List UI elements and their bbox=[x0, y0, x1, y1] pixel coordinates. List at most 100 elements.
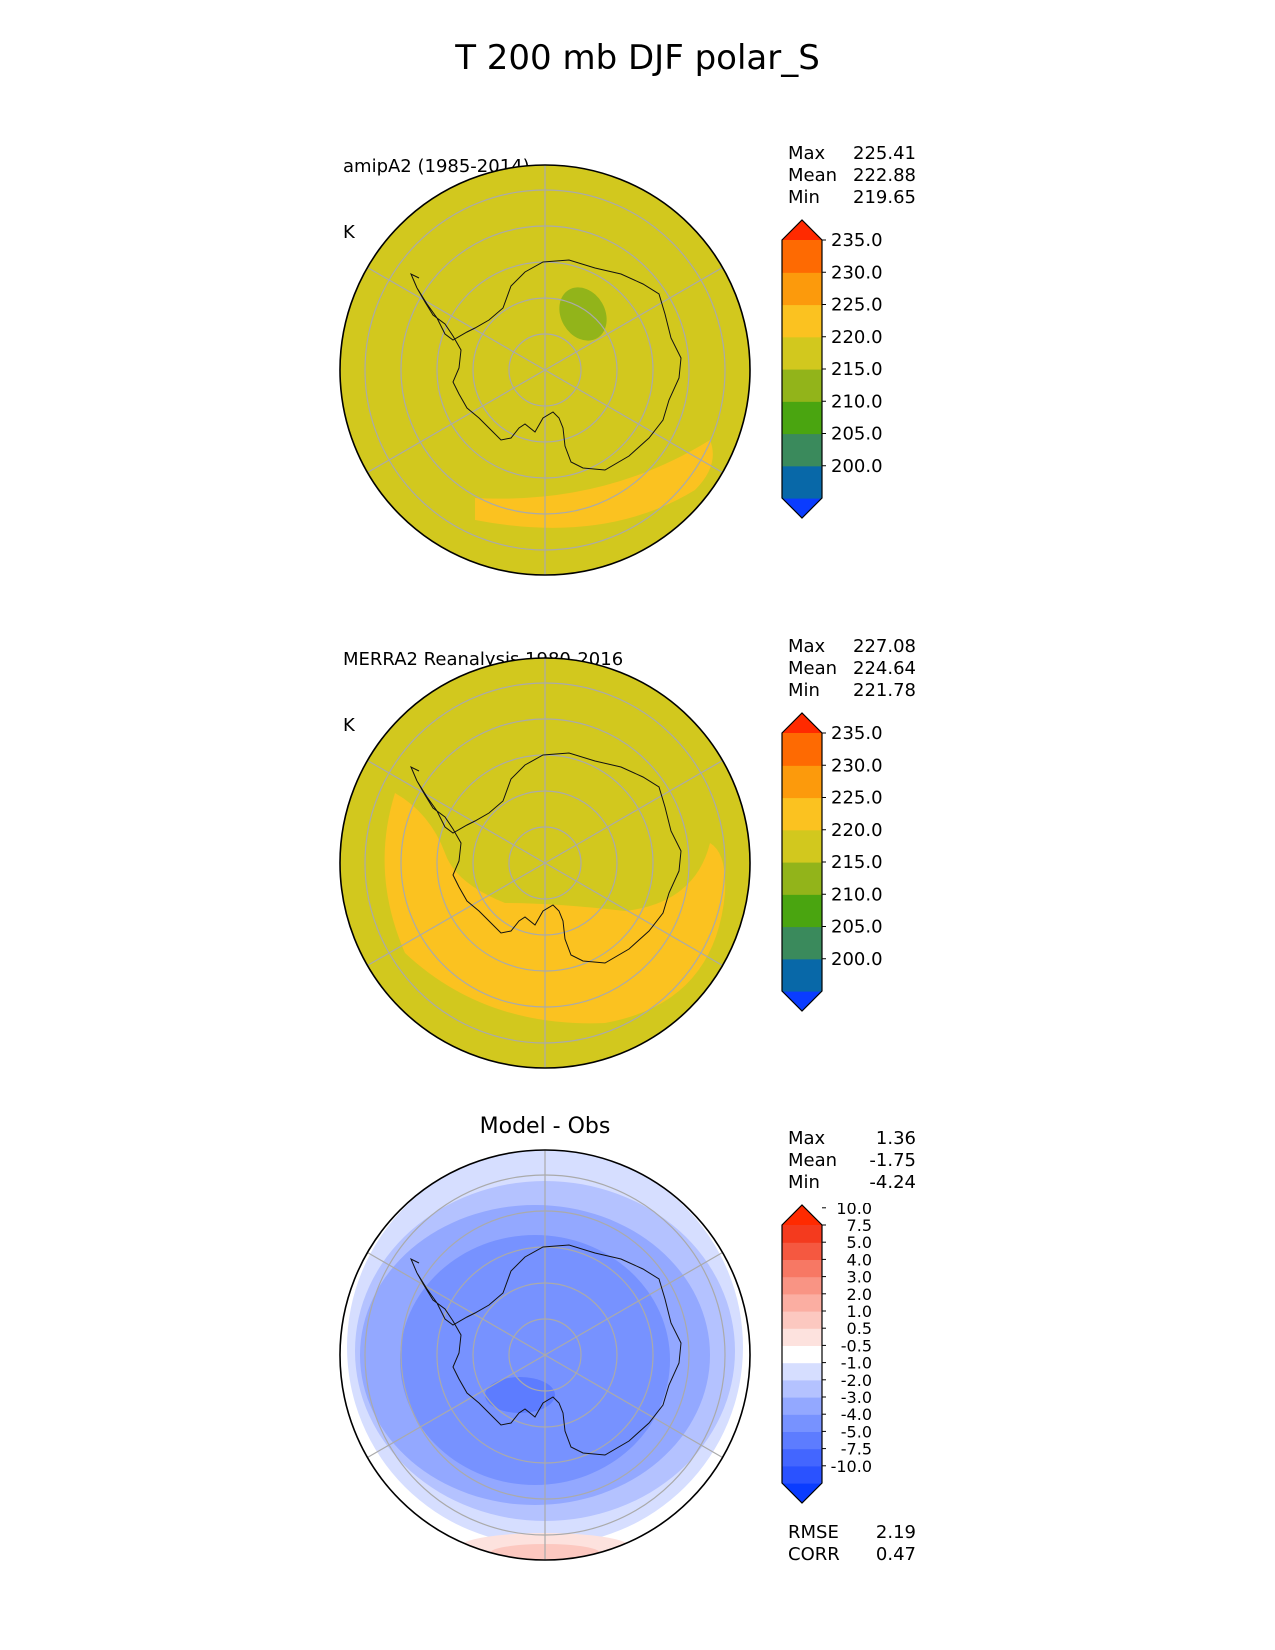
colorbar-tick-label: -0.5 bbox=[841, 1336, 872, 1355]
meridian-line bbox=[544, 1354, 577, 1374]
colorbar-extension-min bbox=[782, 991, 822, 1011]
panel-2-stats: Max 227.08 Mean 224.64 Min 221.78 bbox=[788, 636, 916, 702]
colorbar-bin bbox=[782, 1225, 822, 1243]
colorbar-bin bbox=[782, 1431, 822, 1450]
meridian-line bbox=[544, 1336, 577, 1356]
stat-value: -1.75 bbox=[869, 1150, 916, 1171]
meridian-line bbox=[544, 369, 577, 389]
colorbar-bin bbox=[782, 1379, 822, 1398]
colorbar-bin bbox=[782, 401, 822, 435]
colorbar-outline bbox=[781, 219, 823, 519]
colorbar-tick-label: 2.0 bbox=[847, 1285, 872, 1304]
colorbar-bin bbox=[782, 1362, 822, 1381]
colorbar-bin bbox=[782, 465, 822, 499]
colorbar-extension-min bbox=[782, 498, 822, 518]
warm-band-region bbox=[384, 793, 726, 1024]
panel-1-polar-map bbox=[339, 164, 751, 576]
colorbar-bin bbox=[782, 829, 822, 863]
colorbar-bin bbox=[782, 1311, 822, 1329]
meridian-line bbox=[513, 369, 546, 389]
colorbar-tick-label: 4.0 bbox=[847, 1250, 872, 1269]
colorbar-bin bbox=[782, 336, 822, 370]
contour-minus-4 bbox=[485, 1377, 555, 1413]
colorbar-extension-min bbox=[782, 1483, 822, 1503]
stat-label: Min bbox=[788, 1172, 820, 1193]
colorbar-tick-label: 200.0 bbox=[831, 456, 883, 477]
antarctica-coastline bbox=[416, 752, 682, 964]
colorbar-tick-label: 3.0 bbox=[847, 1268, 872, 1287]
colorbar-tick-label: -3.0 bbox=[841, 1388, 872, 1407]
stat-label: Mean bbox=[788, 165, 838, 186]
panel-2-colorbar: 200.0 205.0 210.0 215.0 220.0 225.0 230.0 235.0… bbox=[781, 711, 883, 1012]
colorbar-tick-label: 7.5 bbox=[847, 1216, 872, 1235]
colorbar-bin bbox=[782, 926, 822, 960]
meridian-line bbox=[513, 1354, 546, 1374]
colorbar-tick-label: -4.0 bbox=[841, 1405, 872, 1424]
meridian-line bbox=[513, 1336, 546, 1356]
panel-1-stats: Max 225.41 Mean 222.88 Min 219.65 bbox=[788, 143, 916, 209]
meridian-line bbox=[367, 759, 515, 846]
colorbar-tick-label: 0.5 bbox=[847, 1319, 872, 1338]
colorbar-tick-label: -2.0 bbox=[841, 1371, 872, 1390]
stat-value: 224.64 bbox=[853, 658, 916, 679]
meridian-line bbox=[544, 862, 577, 882]
meridian-line bbox=[575, 387, 723, 474]
colorbar-bin bbox=[782, 765, 822, 799]
meridian-line bbox=[575, 759, 723, 846]
map-boundary bbox=[339, 657, 751, 1069]
map-field bbox=[340, 658, 750, 1068]
stat-label: Min bbox=[788, 187, 820, 208]
colorbar-tick-label: 200.0 bbox=[831, 949, 883, 970]
meridian-line bbox=[513, 351, 546, 371]
meridian-line bbox=[575, 266, 723, 353]
stat-value: 222.88 bbox=[853, 165, 916, 186]
stat-label: Mean bbox=[788, 1150, 838, 1171]
colorbar-bin bbox=[782, 304, 822, 338]
panel-3-stats: Max 1.36 Mean -1.75 Min -4.24 bbox=[788, 1128, 916, 1194]
stat-label: Max bbox=[788, 636, 826, 657]
meridian-line bbox=[367, 1251, 515, 1338]
stat-value: 225.41 bbox=[853, 143, 916, 164]
meridian-line bbox=[513, 844, 546, 864]
meridian-line bbox=[367, 880, 515, 967]
meridian-line bbox=[575, 880, 723, 967]
colorbar-outline bbox=[781, 712, 823, 1012]
colorbar-bin bbox=[782, 1276, 822, 1295]
stat-label: Max bbox=[788, 1128, 826, 1149]
colorbar-tick-label: 215.0 bbox=[831, 359, 883, 380]
stat-value: -4.24 bbox=[869, 1172, 916, 1193]
meridian-line bbox=[513, 862, 546, 882]
colorbar-extension-max bbox=[782, 1205, 822, 1225]
colorbar-tick-label: 5.0 bbox=[847, 1233, 872, 1252]
meridian-line bbox=[544, 844, 577, 864]
meridian-line bbox=[367, 387, 515, 474]
stat-value: 219.65 bbox=[853, 187, 916, 208]
colorbar-bin bbox=[782, 1259, 822, 1278]
antarctica-coastline bbox=[416, 259, 682, 471]
map-field bbox=[340, 165, 750, 575]
colorbar-tick-label: 235.0 bbox=[831, 230, 883, 251]
colorbar-tick-label: -10.0 bbox=[831, 1457, 872, 1476]
peninsula-coastline bbox=[410, 272, 420, 289]
panel-1-units: K bbox=[343, 222, 355, 243]
meridian-line bbox=[367, 1372, 515, 1459]
stat-label: Max bbox=[788, 143, 826, 164]
colorbar-bin bbox=[782, 797, 822, 831]
colorbar-tick-label: 205.0 bbox=[831, 424, 883, 445]
panel-3-extra-stats: RMSE 2.19 CORR 0.47 bbox=[788, 1522, 916, 1566]
colorbar-tick-label: 230.0 bbox=[831, 755, 883, 776]
colorbar-tick-label: 230.0 bbox=[831, 262, 883, 283]
colorbar-tick-label: 220.0 bbox=[831, 820, 883, 841]
colorbar-extension-max bbox=[782, 713, 822, 733]
colorbar-extension-max bbox=[782, 220, 822, 240]
colorbar-bin bbox=[782, 894, 822, 928]
colorbar-tick-label: 210.0 bbox=[831, 391, 883, 412]
colorbar-bin bbox=[782, 1448, 822, 1467]
stat-label: Mean bbox=[788, 658, 838, 679]
colorbar-tick-label: 235.0 bbox=[831, 723, 883, 744]
colorbar-tick-label: 210.0 bbox=[831, 884, 883, 905]
map-field bbox=[340, 1150, 750, 1560]
panel-3-title: Model - Obs bbox=[479, 1114, 611, 1139]
colorbar-tick-label: 1.0 bbox=[847, 1302, 872, 1321]
panel-3-colorbar: -10.0-7.5-5.0-4.0-3.0-2.0-1.0-0.50.51.02… bbox=[781, 1203, 872, 1504]
